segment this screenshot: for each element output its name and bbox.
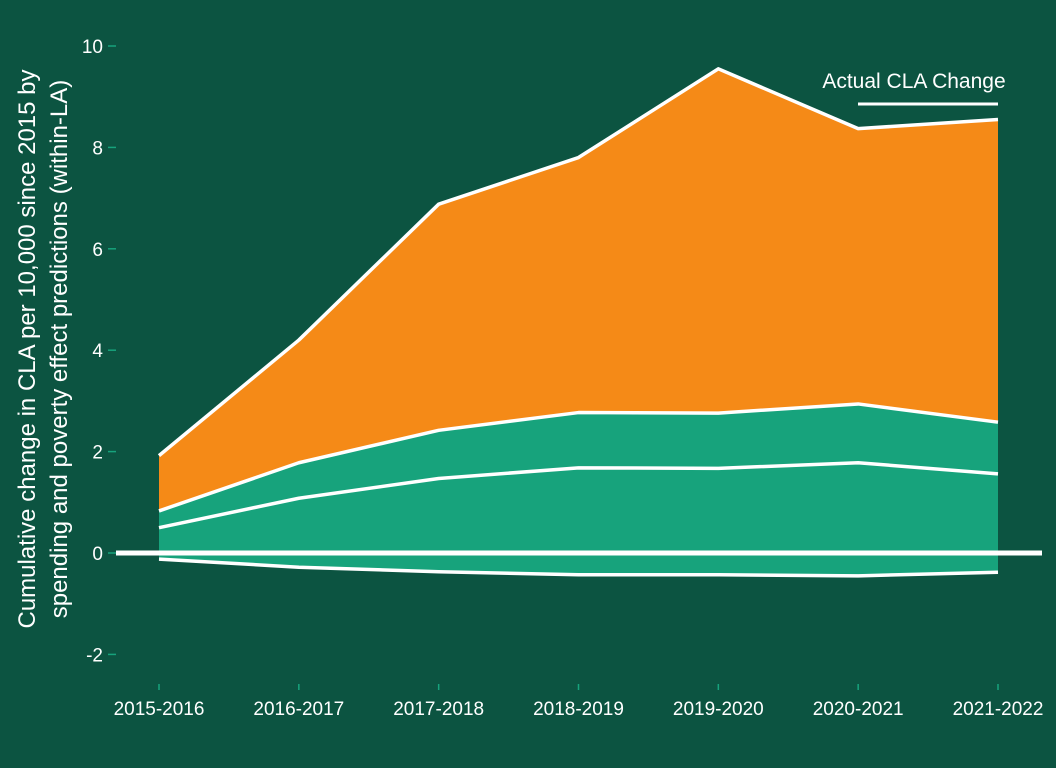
- y-tick-label: 2: [92, 443, 103, 464]
- y-tick-label: 0: [92, 544, 103, 565]
- area-band-1: [159, 462, 998, 553]
- y-axis-title-line2: spending and poverty effect predictions …: [46, 80, 73, 619]
- x-tick-label: 2015-2016: [114, 699, 205, 720]
- series-line-3: [158, 402, 999, 513]
- area-band-2: [159, 403, 998, 528]
- x-tick-label: 2019-2020: [673, 699, 764, 720]
- y-tick-label: 6: [92, 240, 103, 261]
- legend: Actual CLA Change: [822, 70, 1006, 106]
- y-axis-title: Cumulative change in CLA per 10,000 sinc…: [14, 69, 73, 628]
- x-tick-label: 2016-2017: [253, 699, 344, 720]
- x-tick-label: 2021-2022: [953, 699, 1044, 720]
- x-tick-label: 2020-2021: [813, 699, 904, 720]
- y-axis-title-line1: Cumulative change in CLA per 10,000 sinc…: [14, 69, 41, 628]
- series-line-4: [157, 67, 999, 458]
- y-tick-label: -2: [86, 645, 103, 666]
- y-tick-label: 8: [92, 138, 103, 159]
- area-band-3: [159, 68, 998, 511]
- legend-label: Actual CLA Change: [822, 70, 1005, 93]
- series-line-1: [158, 557, 999, 578]
- series-line-2: [158, 461, 999, 530]
- x-tick-label: 2017-2018: [393, 699, 484, 720]
- area-band-negative: [159, 553, 998, 576]
- y-tick-label: 4: [92, 341, 103, 362]
- y-tick-label: 10: [82, 37, 103, 58]
- x-tick-label: 2018-2019: [533, 699, 624, 720]
